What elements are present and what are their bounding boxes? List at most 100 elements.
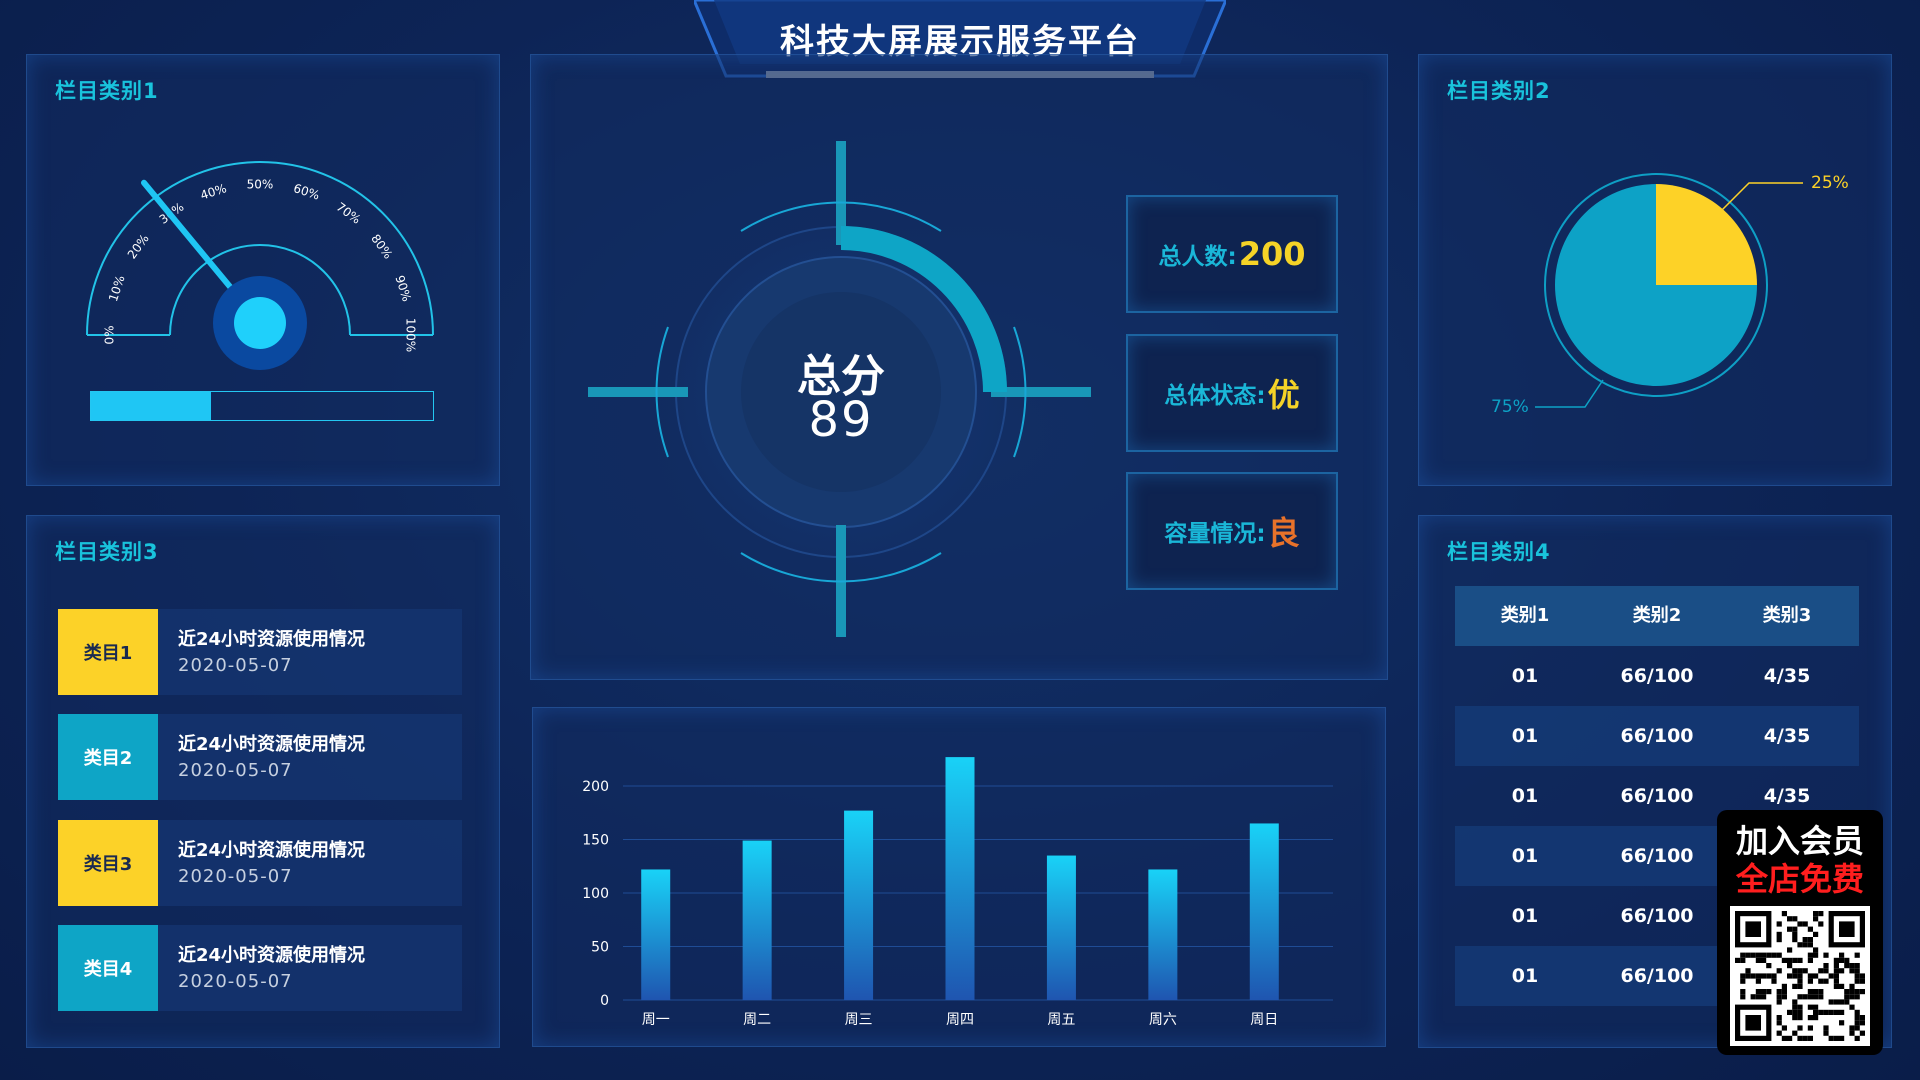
list-item-date: 2020-05-07 [178,971,293,992]
score-value: 89 [808,392,874,448]
gauge-tick-label: 80% [368,232,395,262]
table-cell: 66/100 [1620,845,1694,867]
table-cell: 66/100 [1620,785,1694,807]
table-cell: 01 [1511,905,1539,927]
gauge-tick-label: 70% [334,200,364,227]
list-item-title: 近24小时资源使用情况 [178,840,366,861]
list-badge: 类目3 [58,820,158,906]
table-cell: 4/35 [1763,785,1811,807]
bar [641,869,671,1000]
pie-label-75: 75% [1491,397,1529,417]
list-badge: 类目4 [58,925,158,1011]
list-panel: 栏目类别3 类目1 近24小时资源使用情况 2020-05-07 类目2 近24… [26,515,500,1048]
bar-chart-panel: 0 50 100 150 200 周一 周二 周三 周四 周五 周六 周日 [532,707,1386,1047]
table-cell: 01 [1511,725,1539,747]
table-header-cell: 类别2 [1632,605,1682,626]
gauge-tick-label: 50% [247,178,274,192]
bar [1046,855,1076,1000]
gauge-panel: 0%10%20%30%40%50%60%70%80%90%100% 栏目类别1 [26,54,500,486]
bar [844,810,874,1000]
list-badge: 类目1 [58,609,158,695]
stat-label: 总体状态: [1164,383,1266,409]
progress-bar [90,391,434,421]
gauge-tick-label: 20% [125,232,152,262]
score-ring [588,141,1091,637]
y-tick-label: 50 [591,940,609,956]
x-tick-label: 周二 [743,1012,771,1028]
bar [945,757,975,1000]
score-progress-arc [840,226,1007,393]
list-item-date: 2020-05-07 [178,760,293,781]
pie-label-25: 25% [1811,173,1849,193]
x-tick-label: 周五 [1047,1012,1075,1028]
list-item[interactable]: 类目2 近24小时资源使用情况 2020-05-07 [58,714,462,800]
pie-slice [1555,184,1757,386]
promo-line1: 加入会员 [1735,822,1864,860]
stat-value: 良 [1267,514,1300,552]
crosshair-left [588,387,688,397]
y-tick-label: 200 [582,779,609,795]
table-panel-title: 栏目类别4 [1447,540,1551,564]
pie-panel: 栏目类别2 25% 75% [1418,54,1892,486]
promo-badge[interactable]: 加入会员 全店免费 [1717,810,1883,1055]
table-cell: 01 [1511,845,1539,867]
gauge: 0%10%20%30%40%50%60%70%80%90%100% [86,161,434,370]
y-tick-label: 100 [582,886,609,902]
promo-line2: 全店免费 [1735,860,1864,898]
table-row: 01 66/100 4/35 [1455,766,1859,826]
bar [1148,869,1178,1000]
table-header-cell: 类别3 [1762,605,1812,626]
list-item-title: 近24小时资源使用情况 [178,629,366,650]
table-header-cell: 类别1 [1500,605,1550,626]
table-cell: 4/35 [1763,725,1811,747]
x-tick-label: 周日 [1250,1012,1278,1028]
gauge-frame [86,161,434,336]
crosshair-top [836,141,846,245]
x-tick-label: 周四 [946,1012,974,1028]
gauge-tick-label: 60% [292,181,322,203]
table-cell: 66/100 [1620,905,1694,927]
stat-label: 总人数: [1158,244,1237,270]
stat-overall-status: 总体状态: 优 [1126,334,1338,452]
list-item[interactable]: 类目4 近24小时资源使用情况 2020-05-07 [58,925,462,1011]
stat-value: 优 [1267,376,1300,414]
bar [1249,823,1279,1000]
y-tick-label: 0 [600,993,609,1009]
table-header: 类别1 类别2 类别3 [1455,586,1859,646]
list-item[interactable]: 类目1 近24小时资源使用情况 2020-05-07 [58,609,462,695]
list-item-date: 2020-05-07 [178,866,293,887]
list-item[interactable]: 类目3 近24小时资源使用情况 2020-05-07 [58,820,462,906]
table-cell: 66/100 [1620,665,1694,687]
center-panel: 总分 89 总人数: 200 总体状态: 优 容量情况: 良 [530,54,1388,680]
gauge-panel-title: 栏目类别1 [55,79,159,103]
table-cell: 66/100 [1620,725,1694,747]
table-cell: 01 [1511,785,1539,807]
x-tick-label: 周六 [1149,1012,1177,1028]
bar [742,840,772,1000]
qr-code-icon[interactable] [1730,906,1870,1046]
gauge-tick-label: 100% [404,318,418,352]
x-tick-label: 周三 [845,1012,873,1028]
gauge-tick-label: 90% [392,274,414,304]
crosshair-right [991,387,1091,397]
table-cell: 01 [1511,665,1539,687]
gauge-tick-label: 0% [103,325,117,344]
score-label: 总分 [797,351,885,402]
stat-label: 容量情况: [1164,521,1266,547]
table-row: 01 66/100 4/35 [1455,646,1859,706]
stat-value: 200 [1238,235,1306,273]
pie-panel-title: 栏目类别2 [1447,79,1551,103]
list-item-title: 近24小时资源使用情况 [178,734,366,755]
gauge-tick-label: 10% [106,274,128,304]
list-panel-title: 栏目类别3 [55,540,159,564]
x-tick-label: 周一 [642,1012,670,1028]
progress-fill [91,392,211,420]
table-row: 01 66/100 4/35 [1455,706,1859,766]
list-badge: 类目2 [58,714,158,800]
stat-total-people: 总人数: 200 [1126,195,1338,313]
table-cell: 66/100 [1620,965,1694,987]
gauge-tick-label: 40% [199,181,229,203]
pie-slice [1656,184,1757,285]
bar-chart: 0 50 100 150 200 周一 周二 周三 周四 周五 周六 周日 [582,757,1333,1028]
table-cell: 4/35 [1763,665,1811,687]
